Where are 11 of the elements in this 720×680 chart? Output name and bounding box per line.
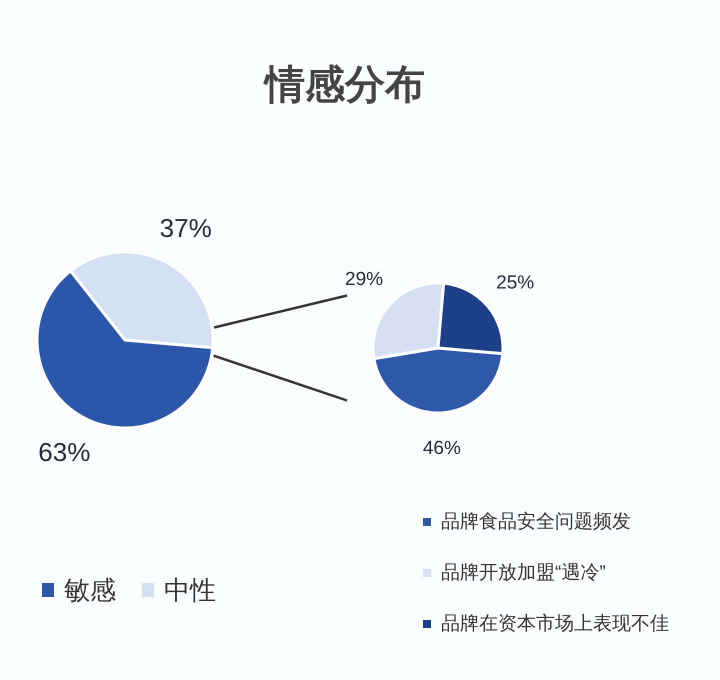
data-label: 63% xyxy=(38,437,90,468)
data-label: 25% xyxy=(496,272,534,294)
legend-label: 中性 xyxy=(164,575,216,605)
data-label: 29% xyxy=(345,269,384,290)
legend-label: 品牌开放加盟“遇冷” xyxy=(441,562,606,584)
data-label: 46% xyxy=(422,438,461,460)
legend-label: 品牌在资本市场上表现不佳 xyxy=(441,612,669,634)
legend-label: 敏感 xyxy=(64,575,116,605)
data-label: 37% xyxy=(160,212,212,243)
text: 情感分布 xyxy=(263,63,425,107)
legend-label: 品牌食品安全问题频发 xyxy=(441,510,631,532)
